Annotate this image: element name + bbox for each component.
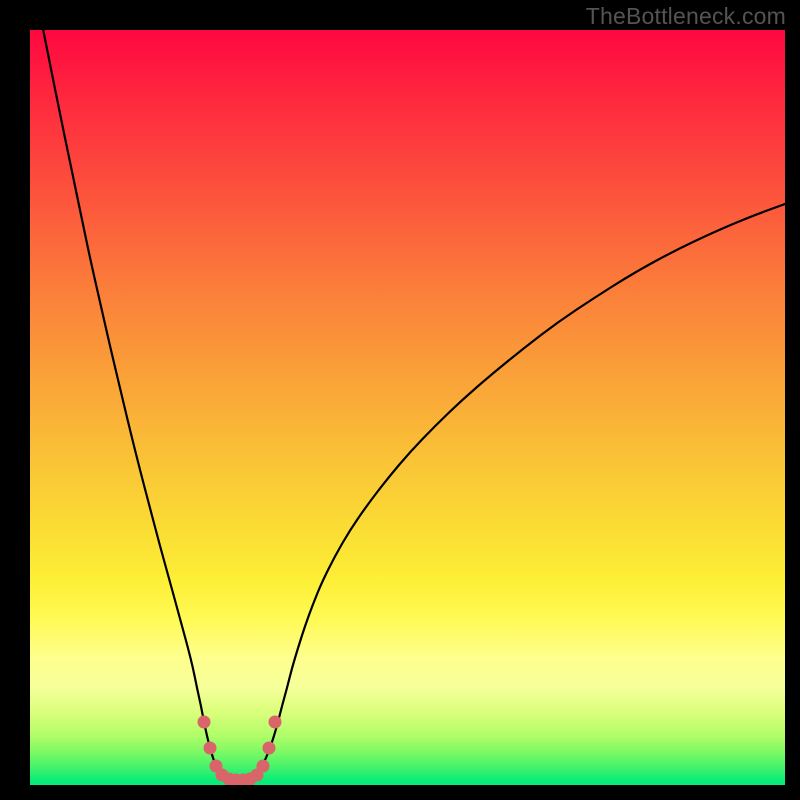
border-bottom bbox=[0, 785, 800, 800]
chart-svg bbox=[0, 0, 800, 800]
watermark-text: TheBottleneck.com bbox=[586, 3, 786, 30]
plot-background bbox=[30, 30, 785, 785]
curve-marker bbox=[257, 760, 270, 773]
curve-marker bbox=[263, 742, 276, 755]
border-left bbox=[0, 0, 30, 800]
border-right bbox=[785, 0, 800, 800]
curve-marker bbox=[269, 716, 282, 729]
curve-marker bbox=[198, 716, 211, 729]
curve-marker bbox=[204, 742, 217, 755]
